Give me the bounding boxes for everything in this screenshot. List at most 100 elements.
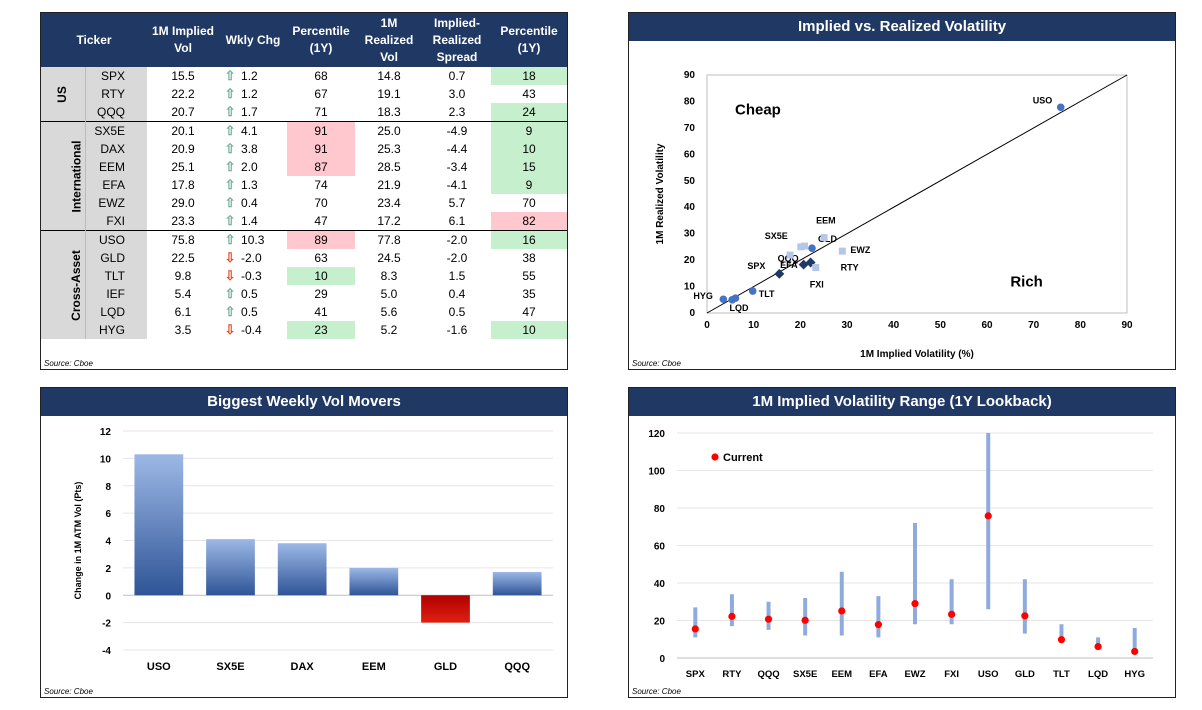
scatter-title: Implied vs. Realized Volatility: [629, 13, 1175, 41]
spread-cell: 6.1: [448, 213, 466, 228]
arrow-up-icon: ⇧: [224, 195, 236, 210]
x-tick-label: QQQ: [504, 661, 530, 673]
table-body: US SPX 15.5 ⇧ 1.2 68 14.8 0.7 18 RTY 22.2 ⇧ 1.2 67 19.…: [41, 67, 568, 339]
col-wkly-chg: Wkly Chg: [219, 13, 288, 67]
percentile-cell: 70: [314, 195, 328, 210]
y-tick-label: 20: [654, 617, 666, 628]
y-tick-label: 6: [105, 509, 111, 520]
wkly-chg-cell: ⇧ 4.1: [219, 121, 288, 140]
col-percentile-2: Percentile (1Y): [491, 13, 568, 67]
table-row: Cross-Asset USO 75.8 ⇧ 10.3 89 77.8 -2.0 16: [41, 230, 568, 339]
point-label: RTY: [841, 262, 859, 272]
current-point: [691, 625, 699, 633]
x-tick-label: 60: [981, 320, 993, 331]
spread-cell: -2.0: [423, 230, 492, 249]
percentile2-cell: 35: [522, 286, 536, 301]
wkly-chg-cell: ⇧ 10.3: [219, 230, 288, 249]
point-label: SX5E: [765, 231, 788, 241]
range-bar: [729, 594, 734, 627]
implied-vol-cell: 22.5: [171, 250, 195, 265]
rich-annotation: Rich: [1010, 274, 1043, 291]
scatter-point: [812, 264, 820, 272]
ticker-cell: FXI: [85, 212, 148, 231]
ticker-cell: GLD: [85, 249, 148, 267]
bar-source: Source: Cboe: [44, 687, 93, 696]
table-header-row: Ticker 1M Implied Vol Wkly Chg Percentil…: [41, 13, 568, 67]
arrow-up-icon: ⇧: [224, 232, 236, 247]
wkly-chg-value: 1.7: [241, 105, 258, 119]
scatter-point: [801, 242, 809, 250]
arrow-up-icon: ⇧: [224, 304, 236, 319]
implied-vol-cell: 75.8: [147, 230, 220, 249]
range-bar: [1022, 579, 1027, 634]
percentile-cell: 74: [314, 177, 328, 192]
table-row: GLD 22.5 ⇩ -2.0 63 24.5 -2.0 38: [41, 249, 567, 267]
y-tick-label: 80: [654, 504, 666, 515]
point-label: EWZ: [850, 245, 870, 255]
group-label: International: [41, 121, 86, 231]
current-point: [1021, 612, 1029, 620]
wkly-chg-cell: ⇧ 2.0: [219, 158, 287, 176]
arrow-up-icon: ⇧: [224, 123, 236, 138]
realized-vol-cell: 19.1: [377, 86, 401, 101]
y-tick-label: -4: [102, 646, 111, 657]
spread-cell: 0.7: [448, 68, 466, 83]
range-bar: [1059, 624, 1064, 643]
percentile2-cell: 70: [522, 195, 536, 210]
percentile2-cell: 24: [491, 103, 568, 122]
range-bar: [913, 523, 917, 625]
x-tick-label: SPX: [686, 669, 706, 680]
x-tick-label: 40: [888, 320, 900, 331]
percentile-cell: 29: [314, 286, 328, 301]
scatter-point: [748, 287, 757, 295]
current-point: [801, 616, 809, 624]
percentile2-cell: 18: [491, 67, 568, 85]
y-tick-label: 0: [659, 654, 665, 665]
table-row: EWZ 29.0 ⇧ 0.4 70 23.4 5.7 70: [41, 194, 567, 212]
arrow-up-icon: ⇧: [224, 159, 236, 174]
plot-area: [706, 74, 1128, 314]
y-tick-label: 90: [684, 70, 696, 81]
ticker-cell: LQD: [85, 303, 148, 321]
range-title: 1M Implied Volatility Range (1Y Lookback…: [629, 388, 1175, 416]
wkly-chg-value: 1.3: [241, 178, 258, 192]
wkly-chg-value: -0.3: [241, 269, 262, 283]
range-source: Source: Cboe: [632, 687, 681, 696]
y-tick-label: 60: [684, 149, 696, 160]
current-point: [1131, 647, 1139, 656]
y-tick-label: 10: [100, 454, 112, 465]
wkly-chg-value: 0.5: [241, 305, 258, 319]
bar: [492, 571, 542, 596]
y-tick-label: 100: [648, 467, 665, 478]
percentile-cell: 87: [287, 158, 356, 176]
x-tick-label: EEM: [362, 661, 386, 673]
x-tick-label: QQQ: [757, 669, 779, 680]
table-row: US SPX 15.5 ⇧ 1.2 68 14.8 0.7 18: [41, 67, 568, 122]
percentile-cell: 68: [314, 68, 328, 83]
y-tick-label: 12: [100, 427, 112, 438]
current-point: [874, 621, 882, 629]
realized-vol-cell: 25.0: [355, 121, 424, 140]
scatter-point: [820, 234, 828, 242]
x-tick-label: TLT: [1053, 669, 1070, 680]
x-tick-label: EFA: [869, 669, 888, 680]
realized-vol-cell: 5.6: [380, 304, 398, 319]
wkly-chg-value: -0.4: [241, 323, 262, 337]
wkly-chg-value: 0.5: [241, 287, 258, 301]
range-bar: [986, 433, 991, 610]
realized-vol-cell: 8.3: [380, 268, 398, 283]
implied-vol-cell: 9.8: [174, 268, 192, 283]
y-tick-label: 50: [684, 176, 696, 187]
ticker-cell: EEM: [85, 158, 148, 176]
current-point: [764, 615, 773, 623]
point-label: QQQ: [778, 254, 799, 264]
scatter-point: [797, 243, 805, 251]
wkly-chg-cell: ⇩ -0.4: [219, 321, 287, 339]
spread-cell: 0.4: [448, 286, 466, 301]
table-row: TLT 9.8 ⇩ -0.3 10 8.3 1.5 55: [41, 267, 567, 285]
y-tick-label: 0: [105, 591, 111, 602]
wkly-chg-cell: ⇧ 1.2: [219, 67, 287, 85]
table-row: EEM 25.1 ⇧ 2.0 87 28.5 -3.4 15: [41, 158, 568, 176]
bar-panel: Biggest Weekly Vol Movers -4 -2 0 2 4 6 8 10 12 C…: [40, 387, 568, 698]
y-tick-label: 20: [684, 255, 696, 266]
